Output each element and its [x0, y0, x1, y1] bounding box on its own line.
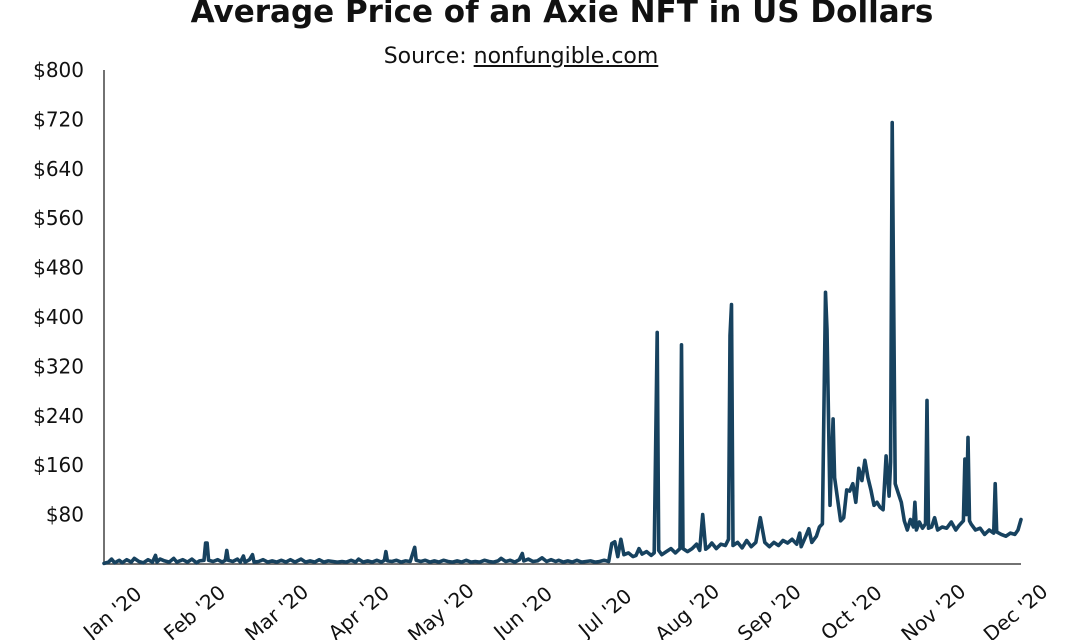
y-tick-label: $160: [33, 453, 84, 477]
y-tick-label: $720: [33, 107, 84, 131]
source-link[interactable]: nonfungible.com: [473, 44, 659, 69]
x-axis: Jan '20 Feb '20 Mar '20 Apr '20 May '20 Jun '…: [77, 563, 1053, 640]
subtitle-prefix: Source:: [383, 44, 474, 69]
x-tick-label: Jul '20: [572, 584, 636, 640]
x-tick-label: Jan '20: [77, 582, 146, 640]
y-tick-label: $560: [33, 206, 84, 230]
y-tick-label: $800: [33, 58, 84, 82]
series-line-average-price: [102, 120, 1023, 566]
y-tick-label: $640: [33, 157, 84, 181]
y-tick-label: $480: [33, 256, 84, 280]
x-tick-label: Sep '20: [733, 579, 806, 640]
x-tick-label: Apr '20: [324, 580, 395, 640]
x-tick-label: Aug '20: [650, 579, 724, 640]
x-tick-label: Mar '20: [240, 579, 313, 640]
x-tick-label: Nov '20: [896, 579, 970, 640]
series-group: [102, 120, 1023, 566]
y-tick-label: $240: [33, 404, 84, 428]
y-tick-label: $320: [33, 354, 84, 378]
x-tick-label: Feb '20: [159, 580, 230, 640]
chart-title: Average Price of an Axie NFT in US Dolla…: [190, 0, 934, 30]
chart-subtitle: Source: nonfungible.com: [0, 44, 1042, 69]
x-tick-label: Jun '20: [487, 581, 556, 640]
x-tick-label: May '20: [403, 578, 479, 640]
y-axis: $800 $720 $640 $560 $480 $400 $320 $240 $160 $80: [33, 58, 105, 564]
y-tick-label: $80: [46, 503, 84, 527]
x-tick-label: Oct '20: [816, 580, 886, 640]
x-tick-label: Dec '20: [979, 579, 1053, 640]
y-tick-label: $400: [33, 305, 84, 329]
